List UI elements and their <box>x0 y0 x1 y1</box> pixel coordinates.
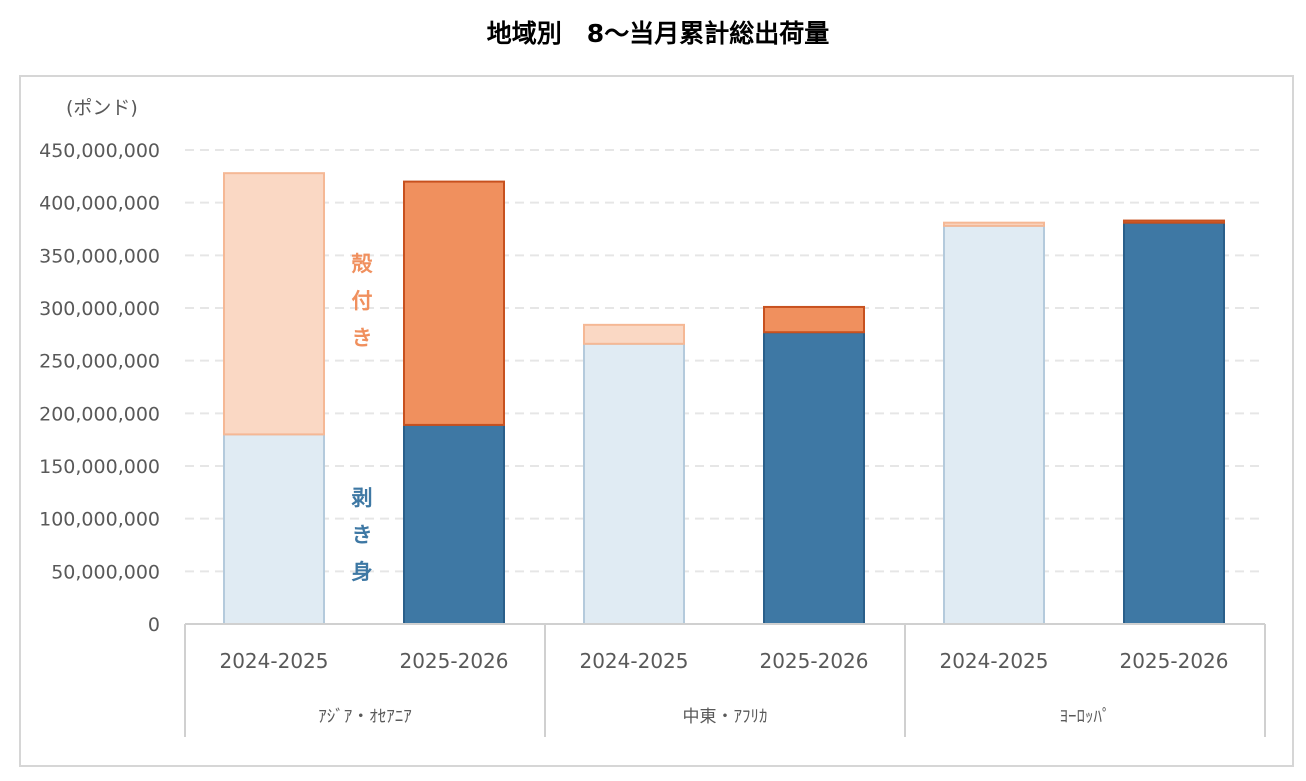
x-category-label: 2025-2026 <box>399 649 508 673</box>
y-tick-label: 300,000,000 <box>39 298 160 320</box>
y-tick-label: 0 <box>148 614 160 636</box>
series-label-inshell-char: き <box>352 326 373 350</box>
x-category-label: 2025-2026 <box>759 649 868 673</box>
chart-title: 地域別 8～当月累計総出荷量 <box>487 19 829 48</box>
y-tick-label: 200,000,000 <box>39 403 160 425</box>
y-axis-unit-label: (ポンド) <box>66 97 138 119</box>
x-category-label: 2024-2025 <box>219 649 328 673</box>
bar-shelled <box>763 331 865 625</box>
series-label-shelled-char: 剥 <box>352 486 373 510</box>
gridlines <box>185 149 1265 573</box>
y-tick-label: 400,000,000 <box>39 193 160 215</box>
bar-inshell <box>583 323 685 345</box>
x-group-label: ｱｼﾞｱ・ｵｾｱﾆｱ <box>318 707 412 727</box>
x-category-label: 2024-2025 <box>579 649 688 673</box>
y-tick-label: 250,000,000 <box>39 351 160 373</box>
x-group-label: 中東・ｱﾌﾘｶ <box>683 707 768 727</box>
bar-inshell <box>223 172 325 436</box>
y-tick-label: 350,000,000 <box>39 245 160 267</box>
series-label-shelled-char: 身 <box>352 560 373 584</box>
y-axis-tick-labels: 0 50,000,000 100,000,000 150,000,000 200,000… <box>39 140 160 636</box>
bar-shelled <box>223 433 325 625</box>
x-category-label: 2025-2026 <box>1119 649 1228 673</box>
y-tick-label: 450,000,000 <box>39 140 160 162</box>
x-axis-category-labels: 2024-2025 2025-2026 ｱｼﾞｱ・ｵｾｱﾆｱ 2024-2025 202… <box>219 649 1228 727</box>
series-label-shelled-char: き <box>352 523 373 547</box>
x-group-label: ﾖｰﾛｯﾊﾟ <box>1060 707 1111 727</box>
bar-inshell <box>763 305 865 334</box>
bar-inshell <box>403 180 505 426</box>
y-tick-label: 100,000,000 <box>39 509 160 531</box>
x-axis <box>184 623 1266 737</box>
y-tick-label: 150,000,000 <box>39 456 160 478</box>
bar-shelled <box>403 423 505 626</box>
bar-shelled <box>583 342 685 625</box>
bar-inshell <box>1123 219 1225 224</box>
series-label-inshell-char: 殻 <box>352 252 374 276</box>
bar-inshell <box>943 221 1045 227</box>
bar-shelled <box>943 224 1045 625</box>
bars <box>223 172 1225 626</box>
x-category-label: 2024-2025 <box>939 649 1048 673</box>
y-tick-label: 50,000,000 <box>51 561 160 583</box>
series-label-inshell-char: 付 <box>352 289 373 313</box>
bar-shelled <box>1123 221 1225 625</box>
